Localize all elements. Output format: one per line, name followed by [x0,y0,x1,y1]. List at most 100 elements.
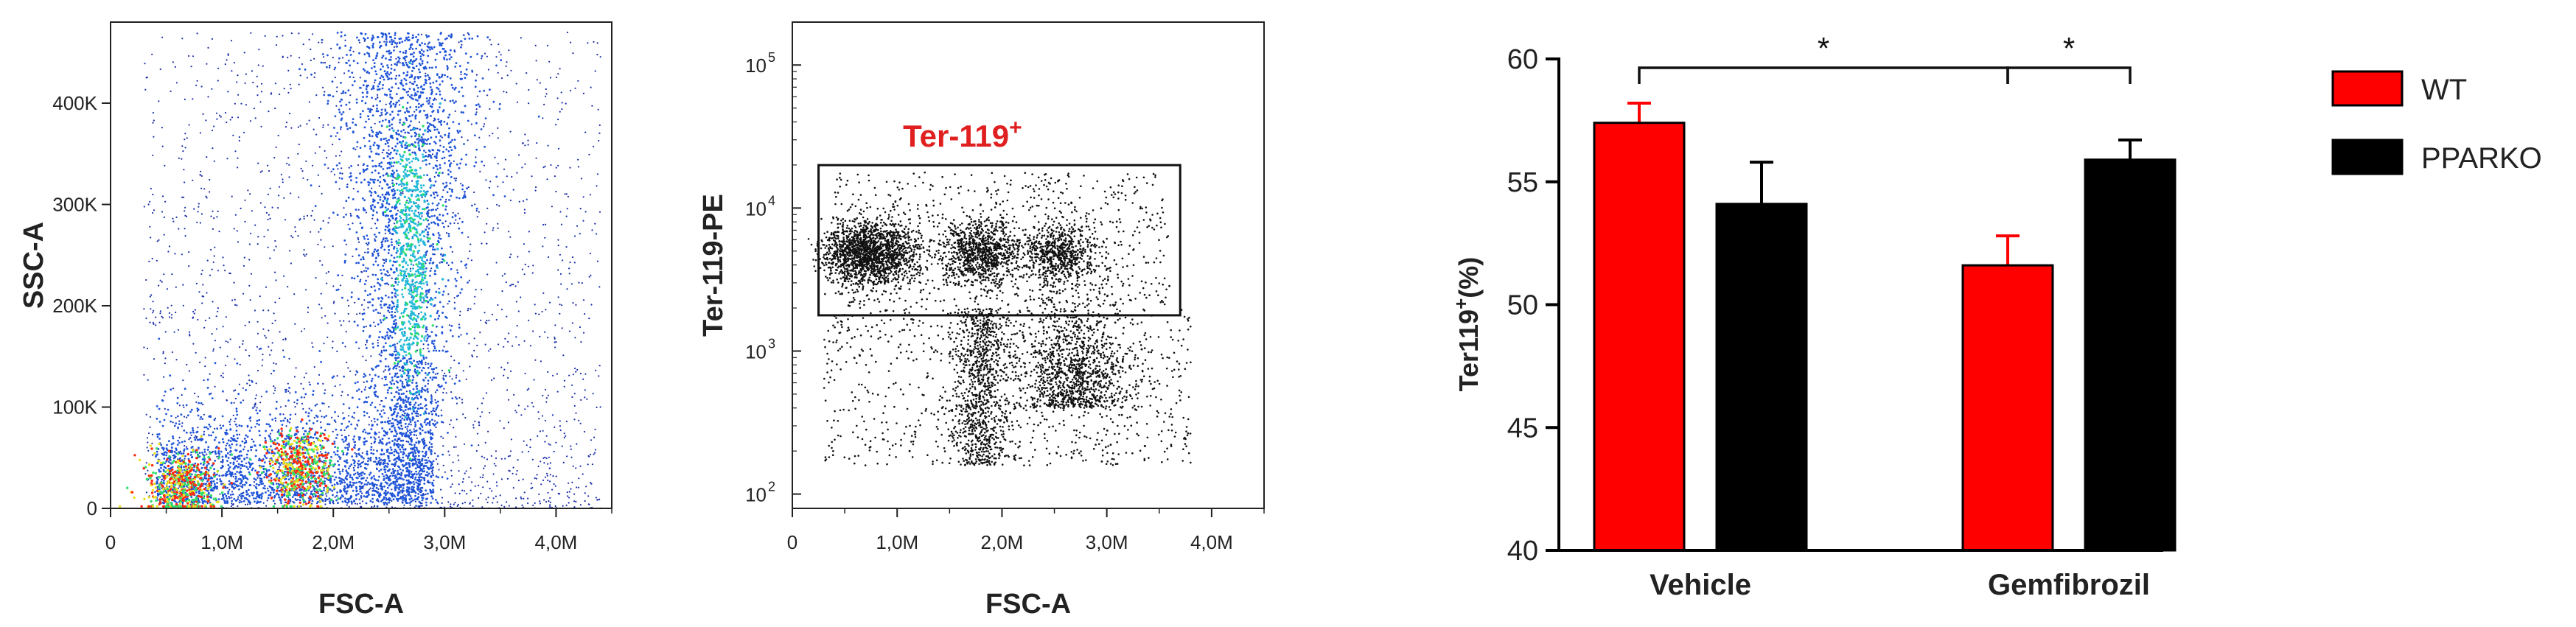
ssc-fsc-point [587,495,590,497]
ssc-fsc-point [301,460,304,462]
ssc-fsc-point [188,124,190,126]
ssc-fsc-point [357,237,359,239]
ssc-fsc-point [318,41,320,43]
ssc-fsc-point [339,284,342,287]
ssc-fsc-point [222,326,224,328]
ssc-fsc-point [492,133,494,135]
ssc-fsc-point [453,102,455,104]
ssc-fsc-point [422,138,424,141]
ssc-fsc-point [222,372,224,374]
ssc-fsc-point [290,235,293,237]
ssc-fsc-point [427,418,429,420]
ssc-fsc-point [517,480,520,482]
ssc-fsc-point [200,187,203,189]
ssc-fsc-point [529,345,532,347]
ssc-fsc-point [268,214,270,216]
ssc-fsc-point [427,301,430,304]
ssc-fsc-point [396,101,398,104]
ssc-fsc-point [386,391,389,394]
ssc-fsc-point [237,496,240,498]
ssc-fsc-point [450,33,453,36]
ssc-fsc-point [177,329,179,331]
ssc-fsc-point [279,186,281,188]
ssc-fsc-point [399,338,402,341]
ssc-fsc-point [364,61,367,64]
ssc-fsc-point [217,270,220,272]
ssc-fsc-point [194,309,196,311]
ssc-fsc-point [374,238,376,240]
ssc-fsc-point [321,416,323,418]
ssc-fsc-point [450,36,453,39]
ssc-fsc-point [405,359,408,362]
ssc-fsc-point [381,204,384,206]
ssc-fsc-point [143,308,145,310]
ssc-fsc-point [256,243,259,245]
ssc-fsc-point [289,392,291,394]
ssc-fsc-point [435,171,438,174]
ssc-fsc-point [265,505,268,507]
ssc-fsc-point [337,288,340,291]
ssc-fsc-point [495,64,498,67]
ssc-fsc-point [184,147,186,149]
ssc-fsc-point [249,299,251,301]
ssc-fsc-point [344,39,346,41]
ssc-fsc-point [405,390,408,393]
ssc-fsc-point [201,295,203,298]
ssc-fsc-point [516,469,518,472]
ssc-fsc-point [538,313,540,315]
ssc-fsc-point [383,376,386,378]
ssc-fsc-point [441,502,443,505]
ssc-fsc-point [406,102,409,104]
ssc-fsc-point [391,169,394,172]
ssc-fsc-point [441,136,444,139]
ssc-fsc-point [518,344,520,346]
ssc-fsc-point [336,132,339,134]
ssc-fsc-point [406,169,409,172]
ssc-fsc-point [577,80,579,82]
ssc-fsc-point [476,407,479,410]
ssc-fsc-point [497,137,499,139]
ssc-fsc-point [422,153,424,156]
ssc-fsc-point [447,169,450,172]
ssc-fsc-point [411,205,413,208]
ssc-fsc-point [409,418,411,421]
ssc-fsc-point [432,371,435,374]
ssc-fsc-point [435,93,438,95]
ssc-fsc-point [422,366,425,369]
ssc-fsc-point [373,436,375,438]
ssc-fsc-point [396,365,398,367]
ssc-fsc-point [400,274,402,277]
ssc-fsc-point [439,237,442,240]
ssc-fsc-point [170,317,173,319]
ssc-fsc-point [357,164,360,167]
ssc-fsc-point [355,231,358,234]
ssc-fsc-point [415,394,418,397]
ssc-fsc-point [419,190,422,193]
ssc-fsc-point [258,49,260,51]
ssc-fsc-point [386,141,389,144]
ssc-fsc-point [254,404,256,406]
ssc-fsc-point [579,208,582,210]
ssc-fsc-point [422,190,425,192]
ssc-fsc-point [377,281,379,284]
ssc-fsc-point [594,452,596,454]
ssc-fsc-point [373,505,376,508]
ssc-fsc-point [380,132,383,135]
ssc-fsc-point [279,297,281,300]
ssc-fsc-point [301,63,304,66]
ssc-fsc-point [547,337,549,339]
ssc-fsc-point [392,102,395,105]
ssc-fsc-point [415,441,418,444]
ssc-fsc-point [559,253,562,256]
ssc-fsc-point [417,221,419,223]
ssc-fsc-point [376,144,379,147]
ssc-fsc-point [311,164,314,167]
ssc-fsc-point [572,302,574,304]
ssc-fsc-point [481,55,484,57]
ssc-fsc-point [377,264,380,267]
ssc-fsc-point [388,210,391,213]
ssc-fsc-point [346,299,349,301]
ssc-fsc-point [418,312,420,315]
ssc-fsc-point [424,312,426,315]
ssc-fsc-point [407,94,409,97]
